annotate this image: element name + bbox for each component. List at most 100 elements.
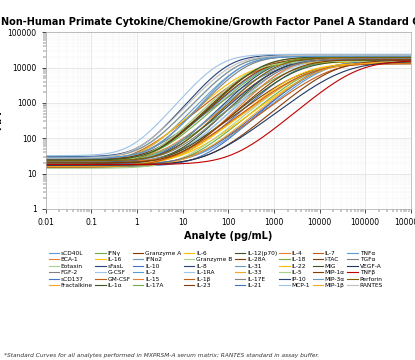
IL-7 (408, 62, 413, 66)
Line: sFasL: sFasL (46, 58, 411, 161)
IL-33 (261, 98, 266, 102)
IL-1α (259, 78, 264, 82)
Line: MIP-1β: MIP-1β (46, 63, 411, 166)
IL-23 (44, 158, 49, 162)
IL-23 (351, 55, 356, 60)
RANTES (259, 55, 264, 59)
I-TAC (351, 62, 356, 67)
IL-1α (374, 57, 379, 61)
MIP-1α (374, 58, 379, 62)
sCD40L (43, 157, 48, 162)
IL-1β (43, 163, 48, 167)
sCD40L (259, 68, 264, 73)
Eotaxin (43, 161, 48, 165)
IL-10 (267, 103, 272, 107)
MIP-1β (44, 164, 49, 168)
IL-5 (374, 59, 379, 64)
IL-15 (261, 64, 266, 68)
IL-16 (267, 98, 272, 103)
IL-17E (267, 57, 272, 61)
Perforin (267, 68, 272, 73)
MCP-1 (259, 53, 264, 57)
IL-10 (374, 60, 379, 64)
IL-10 (44, 164, 49, 168)
IL-31 (43, 161, 48, 165)
IFNγ (351, 62, 356, 66)
Line: MCP-1: MCP-1 (46, 54, 411, 156)
sFasL (267, 66, 272, 71)
IL-17E (259, 58, 264, 63)
MCP-1 (43, 153, 48, 158)
IL-33 (374, 60, 379, 65)
sFasL (259, 71, 264, 75)
MIG (43, 158, 48, 162)
MIP-3α (261, 56, 266, 60)
IP-10 (43, 160, 48, 164)
IL-21 (44, 162, 49, 167)
IL-23 (43, 158, 48, 162)
GM-CSF (351, 59, 356, 63)
IL-8 (44, 154, 49, 159)
IL-1RA (43, 159, 48, 163)
IP-10 (261, 76, 266, 81)
TGFα (261, 79, 266, 83)
IL-17A (43, 161, 48, 165)
IL-18 (408, 55, 413, 59)
IFNγ (374, 61, 379, 65)
MIP-1β (267, 100, 272, 104)
IL-10 (43, 164, 48, 168)
I-TAC (261, 117, 266, 121)
IL-31 (351, 57, 356, 61)
IL-17A (267, 80, 272, 84)
Line: I-TAC: I-TAC (46, 60, 411, 165)
IL-12(p70) (351, 59, 356, 63)
IL-17A (408, 58, 413, 62)
Line: IL-28A: IL-28A (46, 59, 411, 162)
MIP-1β (351, 62, 356, 66)
Line: MIP-1α: MIP-1α (46, 59, 411, 163)
Granzyme A (374, 62, 379, 66)
BCA-1 (43, 159, 48, 163)
Line: IL-12(p70): IL-12(p70) (46, 60, 411, 164)
Line: IL-6: IL-6 (46, 63, 411, 165)
IL-15 (351, 55, 356, 59)
IL-4 (259, 84, 264, 89)
MCP-1 (374, 52, 379, 57)
Granzyme B (351, 62, 356, 66)
IL-22 (351, 62, 356, 66)
sCD40L (351, 57, 356, 61)
Eotaxin (261, 65, 266, 69)
RANTES (44, 156, 49, 161)
FGF-2 (408, 58, 413, 63)
Perforin (259, 73, 264, 77)
sFasL (44, 159, 49, 163)
Line: IP-10: IP-10 (46, 59, 411, 162)
IL-17A (259, 84, 264, 89)
MCP-1 (261, 53, 266, 57)
RANTES (408, 53, 413, 57)
Line: IFNo2: IFNo2 (46, 56, 411, 159)
IL-15 (259, 65, 264, 69)
IL-4 (351, 56, 356, 60)
MIP-3α (351, 53, 356, 58)
GM-CSF (408, 59, 413, 63)
MIP-1β (43, 164, 48, 168)
IFNo2 (261, 57, 266, 62)
RANTES (267, 54, 272, 59)
Line: sCD137: sCD137 (46, 59, 411, 163)
Line: IL-1RA: IL-1RA (46, 58, 411, 161)
Line: IL-21: IL-21 (46, 60, 411, 165)
Line: IL-17A: IL-17A (46, 60, 411, 163)
IL-5 (43, 161, 48, 165)
Line: G-CSF: G-CSF (46, 59, 411, 163)
Granzyme A (43, 163, 48, 167)
IL-28A (267, 63, 272, 67)
TNFα (259, 57, 264, 62)
Perforin (374, 55, 379, 60)
IL-16 (374, 59, 379, 63)
IL-1α (43, 160, 48, 164)
IL-1β (267, 105, 272, 109)
sCD137 (261, 90, 266, 95)
sCD137 (408, 57, 413, 62)
BCA-1 (259, 77, 264, 81)
